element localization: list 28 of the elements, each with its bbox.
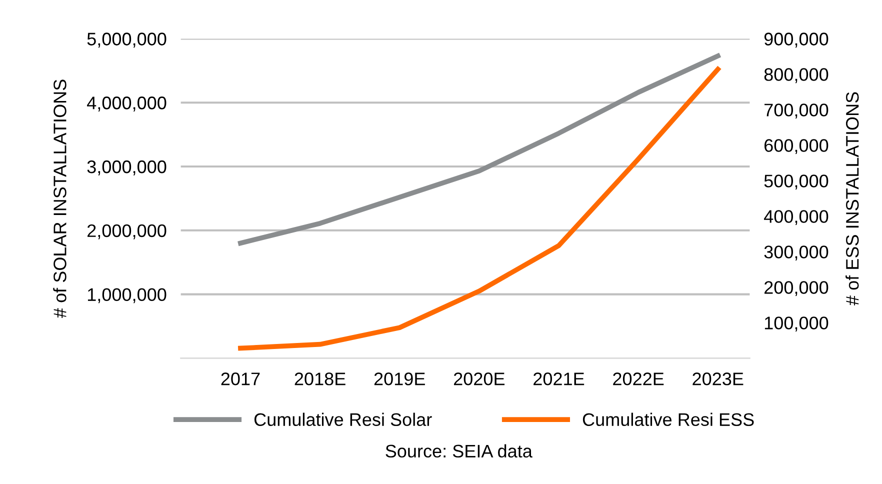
- x-tick-label: 2022E: [613, 372, 664, 386]
- y-axis-title: # of SOLAR INSTALLATIONS: [53, 80, 66, 318]
- source-note: Source: SEIA data: [386, 444, 532, 458]
- y2-tick-label: 600,000: [764, 139, 828, 154]
- y-tick-label: 4,000,000: [87, 96, 166, 112]
- y2-tick-label: 900,000: [764, 32, 828, 48]
- y2-tick-label: 700,000: [764, 104, 828, 119]
- x-tick-label: 2018E: [294, 372, 346, 386]
- x-tick-label: 2021E: [534, 372, 584, 386]
- y-tick-label: 3,000,000: [87, 160, 166, 176]
- legend-label: Cumulative Resi Solar: [254, 412, 432, 426]
- y2-tick-label: 300,000: [764, 246, 828, 261]
- y-tick-label: 2,000,000: [88, 224, 166, 240]
- y2-tick-label: 800,000: [764, 68, 828, 84]
- y-tick-label: 5,000,000: [87, 32, 166, 48]
- y2-tick-label: 100,000: [764, 316, 828, 332]
- x-tick-label: 2019E: [374, 372, 425, 386]
- y2-tick-label: 200,000: [764, 281, 828, 296]
- x-tick-label: 2023E: [692, 372, 744, 386]
- line-series: [238, 54, 720, 246]
- x-tick-label: 2017: [221, 372, 260, 386]
- line-series: [238, 66, 720, 351]
- legend-label: Cumulative Resi ESS: [582, 412, 754, 426]
- x-tick-label: 2020E: [454, 372, 505, 386]
- y2-tick-label: 500,000: [764, 174, 828, 190]
- y2-axis-title: # of ESS INSTALLATIONS: [846, 92, 859, 306]
- y2-tick-label: 400,000: [764, 210, 828, 226]
- y-tick-label: 1,000,000: [88, 288, 166, 304]
